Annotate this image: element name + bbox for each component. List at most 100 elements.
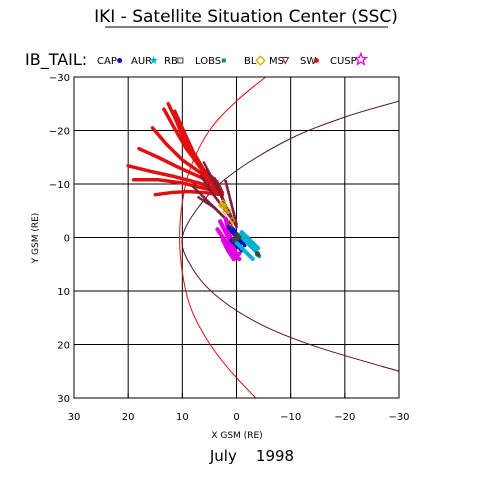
point-ms bbox=[232, 214, 236, 217]
point-ms bbox=[205, 201, 209, 205]
track-sw bbox=[173, 109, 221, 189]
point-ms bbox=[202, 161, 206, 165]
legend-label-ms: MS bbox=[269, 56, 284, 67]
point-ms bbox=[228, 194, 231, 198]
boundary-curves bbox=[179, 77, 399, 398]
point-ms bbox=[210, 176, 213, 179]
x-axis-ticks: 30 20 10 0 −10 −20 −30 bbox=[68, 393, 410, 423]
x-tick-label: 10 bbox=[176, 412, 189, 423]
point-ms bbox=[191, 185, 195, 189]
legend-marker-bl bbox=[255, 55, 266, 66]
point-cusp bbox=[237, 256, 242, 262]
series-aur bbox=[234, 230, 262, 261]
point-ms bbox=[226, 190, 230, 194]
y-tick-label: 10 bbox=[57, 287, 70, 298]
legend-label-cap: CAP bbox=[97, 56, 117, 67]
legend-marker-cap bbox=[117, 58, 123, 63]
legend-label-cusp: CUSP bbox=[330, 56, 357, 67]
point-ms bbox=[203, 163, 207, 167]
point-ms bbox=[226, 188, 230, 192]
legend-label-bl: BL bbox=[244, 56, 257, 67]
point-ms bbox=[204, 165, 208, 169]
legend-marker-ms bbox=[281, 57, 290, 65]
y-axis-label: Y GSM (RE) bbox=[31, 213, 41, 265]
point-aur bbox=[250, 256, 255, 261]
orbit-tracks bbox=[126, 102, 262, 262]
plot-area: 30 20 10 0 −10 −20 −30 −30 −20 −10 0 10 20 30 bbox=[49, 73, 410, 423]
point-ms bbox=[205, 167, 209, 171]
x-tick-label: −30 bbox=[388, 412, 409, 423]
point-ms bbox=[208, 171, 211, 175]
x-tick-label: 20 bbox=[122, 412, 135, 423]
point-ms bbox=[224, 182, 228, 185]
point-cap bbox=[242, 243, 247, 248]
point-ms bbox=[209, 174, 212, 177]
track-sw bbox=[153, 189, 225, 197]
x-tick-label: −10 bbox=[280, 412, 301, 423]
point-ms bbox=[199, 174, 203, 178]
point-bl bbox=[222, 208, 230, 216]
y-tick-label: −30 bbox=[49, 73, 70, 84]
point-bl bbox=[221, 202, 229, 211]
point-ms bbox=[230, 203, 234, 207]
series-sw bbox=[126, 102, 225, 197]
legend-marker-rb bbox=[177, 57, 184, 64]
point-ms bbox=[199, 197, 203, 201]
point-ms bbox=[197, 195, 200, 199]
legend: CAP AUR RB LOBS BL MS SW CUSP bbox=[97, 51, 369, 67]
point-bl bbox=[224, 207, 232, 215]
plot-label: IB_TAIL: bbox=[25, 50, 87, 70]
point-ms bbox=[231, 209, 235, 213]
point-ms bbox=[233, 216, 237, 220]
point-rb bbox=[256, 252, 261, 257]
point-ms bbox=[234, 220, 238, 224]
point-ms bbox=[213, 177, 217, 181]
legend-label-sw: SW bbox=[300, 56, 316, 67]
bow-shock-curve bbox=[181, 100, 399, 372]
chart-title: IKI - Satellite Situation Center (SSC) bbox=[94, 7, 398, 27]
x-tick-label: −20 bbox=[334, 412, 355, 423]
point-ms bbox=[228, 197, 232, 200]
legend-marker-cusp bbox=[353, 51, 369, 66]
point-ms bbox=[225, 184, 229, 188]
series-rb bbox=[231, 232, 261, 257]
point-ms bbox=[229, 199, 232, 202]
point-aur bbox=[256, 246, 261, 251]
point-ms bbox=[213, 206, 217, 210]
point-ms bbox=[235, 225, 238, 229]
legend-marker-aur bbox=[149, 56, 158, 65]
legend-label-rb: RB bbox=[164, 56, 178, 67]
point-cusp bbox=[237, 251, 242, 256]
x-tick-label: 0 bbox=[233, 412, 239, 423]
point-ms bbox=[201, 198, 205, 202]
date-label: July 1998 bbox=[209, 447, 294, 465]
point-ms bbox=[207, 202, 211, 206]
point-ms bbox=[227, 192, 231, 196]
y-tick-label: 20 bbox=[57, 341, 70, 352]
y-tick-label: −20 bbox=[49, 127, 70, 138]
track-sw bbox=[137, 146, 222, 191]
point-ms bbox=[206, 169, 210, 173]
series-bl bbox=[217, 199, 236, 227]
point-ms bbox=[209, 204, 213, 207]
x-tick-label: 30 bbox=[68, 412, 81, 423]
point-ms bbox=[229, 201, 233, 205]
y-axis-ticks: −30 −20 −10 0 10 20 30 bbox=[49, 73, 79, 405]
y-tick-label: 30 bbox=[57, 394, 70, 405]
legend-marker-sw bbox=[313, 58, 319, 63]
point-ms bbox=[232, 212, 236, 215]
point-ms bbox=[231, 207, 235, 211]
legend-marker-lobs bbox=[221, 58, 226, 63]
point-rb bbox=[231, 238, 236, 243]
point-ms bbox=[230, 205, 234, 209]
point-ms bbox=[211, 205, 215, 209]
point-ms bbox=[211, 178, 215, 182]
y-tick-label: 0 bbox=[64, 234, 70, 245]
x-axis-label: X GSM (RE) bbox=[211, 431, 262, 441]
y-tick-label: −10 bbox=[49, 180, 70, 191]
legend-label-lobs: LOBS bbox=[195, 56, 221, 67]
point-ms bbox=[224, 179, 228, 183]
point-ms bbox=[235, 222, 238, 226]
magnetopause-curve bbox=[179, 77, 267, 398]
